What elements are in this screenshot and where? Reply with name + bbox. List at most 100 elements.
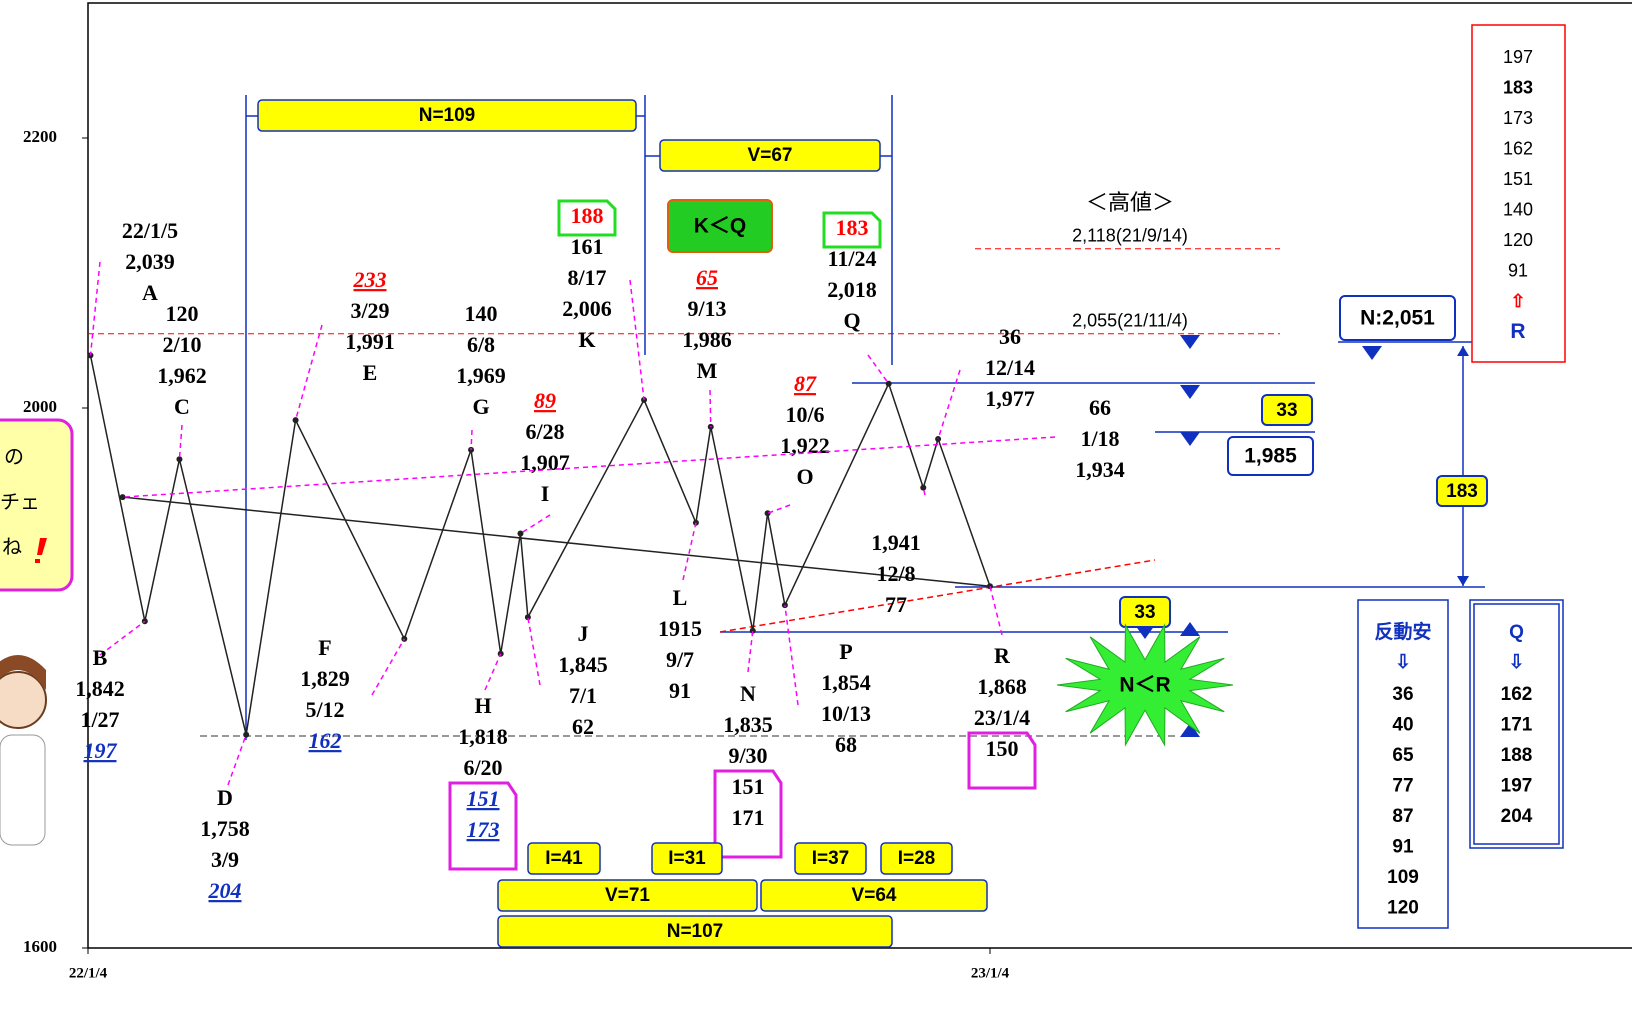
pivot-arrow xyxy=(179,425,182,459)
pivot-date: 3/29 xyxy=(350,298,389,323)
list-item: 91 xyxy=(1392,837,1414,858)
pivot-date: 2/10 xyxy=(162,332,201,357)
y-tick-label: 1600 xyxy=(23,937,57,956)
pivot-price-label: 1,845 xyxy=(558,652,608,677)
pivot-name: O xyxy=(796,464,813,489)
pivot-arrow xyxy=(90,262,100,355)
pivot-price-label: 1,977 xyxy=(985,386,1035,411)
pivot-name: K xyxy=(578,327,595,352)
pivot-date: 11/24 xyxy=(828,246,877,271)
range-label: I=28 xyxy=(898,848,936,869)
pivot-name: G xyxy=(472,394,489,419)
list-title: Q xyxy=(1509,622,1524,643)
right-box xyxy=(1472,25,1565,362)
bubble-text: チェ xyxy=(0,491,40,513)
pivot-price-label: 1,835 xyxy=(723,712,773,737)
pivot-arrow xyxy=(868,355,889,384)
pivot-arrow xyxy=(938,370,960,439)
pivot-note: 87 xyxy=(794,371,817,396)
pivot-arrow xyxy=(372,639,404,695)
pivot-name: B xyxy=(93,645,108,670)
pivot-date: 12/14 xyxy=(985,355,1035,380)
badge-label: K＜Q xyxy=(694,215,747,238)
pivot-note: 197 xyxy=(84,738,118,763)
pivot-arrow xyxy=(485,654,501,690)
pivot-price-label: 1,969 xyxy=(456,363,506,388)
pivot-price-label: 1915 xyxy=(658,616,702,641)
pivot-price-label: 1,922 xyxy=(780,433,830,458)
badge-label: 33 xyxy=(1276,400,1297,421)
pivot-arrow xyxy=(228,735,246,785)
pivot-name: Q xyxy=(843,308,860,333)
pivot-date: 6/8 xyxy=(467,332,495,357)
pivot-name: N xyxy=(740,681,756,706)
pivot-arrow xyxy=(990,586,1002,635)
badge-label: 1,985 xyxy=(1244,445,1297,468)
pivot-note: 183 xyxy=(836,215,869,240)
list-item: 40 xyxy=(1392,715,1413,736)
pivot-date: 9/30 xyxy=(728,743,767,768)
pivot-name: E xyxy=(363,360,378,385)
y-tick-label: 2000 xyxy=(23,397,57,416)
pivot-note: 150 xyxy=(986,736,1019,761)
pivot-name: H xyxy=(474,693,491,718)
right-box-item: 197 xyxy=(1503,47,1533,67)
list-item: 77 xyxy=(1392,776,1413,797)
pivot-date: 1/18 xyxy=(1080,426,1119,451)
badge-label: 33 xyxy=(1134,602,1155,623)
list-item: 188 xyxy=(1501,745,1533,766)
pivot-date: 9/13 xyxy=(687,296,726,321)
range-label: I=31 xyxy=(668,848,706,869)
pivot-note: 91 xyxy=(669,678,691,703)
triangle xyxy=(1180,335,1200,349)
pivot-price-label: 1,842 xyxy=(75,676,125,701)
y-tick-label: 2200 xyxy=(23,127,57,146)
pivot-date: 22/1/5 xyxy=(122,218,178,243)
right-box-item: 183 xyxy=(1503,77,1533,97)
pivot-date: 1/27 xyxy=(80,707,119,732)
pivot-note: 36 xyxy=(999,324,1021,349)
pivot-name: D xyxy=(217,785,233,810)
pivot-price-label: 1,991 xyxy=(345,329,395,354)
range-label: I=41 xyxy=(545,848,583,869)
pivot-date: 5/12 xyxy=(305,697,344,722)
right-box-item: 91 xyxy=(1508,260,1528,280)
bubble-text: の xyxy=(4,446,24,468)
teacher-icon xyxy=(0,655,46,845)
pivot-price-label: 1,941 xyxy=(871,530,921,555)
pivot-date: 8/17 xyxy=(567,265,606,290)
pivot-name: M xyxy=(697,358,718,383)
list-arrow: ⇩ xyxy=(1395,652,1411,673)
pivot-date: 7/1 xyxy=(569,683,597,708)
trend-line xyxy=(720,560,1155,632)
pivot-arrow xyxy=(768,505,790,513)
pivot-price-label: 1,934 xyxy=(1075,457,1125,482)
range-label: N=109 xyxy=(419,105,476,126)
x-tick-label: 23/1/4 xyxy=(971,965,1010,981)
list-item: 204 xyxy=(1501,806,1533,827)
pivot-price-label: 1,854 xyxy=(821,670,871,695)
pivot-note: 65 xyxy=(696,265,718,290)
pivot-arrow xyxy=(630,280,644,400)
pivot-price-label: 1,758 xyxy=(200,816,250,841)
right-box-item: 151 xyxy=(1503,169,1533,189)
pivot-note: 151 xyxy=(732,774,765,799)
right-box-item: 140 xyxy=(1503,199,1533,219)
x-tick-label: 22/1/4 xyxy=(69,965,108,981)
pivot-note: 204 xyxy=(208,878,242,903)
right-box-item: 120 xyxy=(1503,230,1533,250)
triangle xyxy=(1180,385,1200,399)
pivot-note: 140 xyxy=(465,301,498,326)
pivot-note: 151 xyxy=(467,786,500,811)
pivot-date: 6/28 xyxy=(525,419,564,444)
pivot-arrow xyxy=(520,515,550,534)
pivot-price-label: 1,907 xyxy=(520,450,570,475)
pivot-price-label: 2,039 xyxy=(125,249,175,274)
pivot-note: 77 xyxy=(885,592,907,617)
pivot-price-label: 2,006 xyxy=(562,296,612,321)
pivot-date: 23/1/4 xyxy=(974,705,1030,730)
pivot-note: 233 xyxy=(353,267,387,292)
list-title: 反動安 xyxy=(1374,620,1431,643)
pivot-name: R xyxy=(994,643,1011,668)
range-label: V=64 xyxy=(852,885,897,906)
